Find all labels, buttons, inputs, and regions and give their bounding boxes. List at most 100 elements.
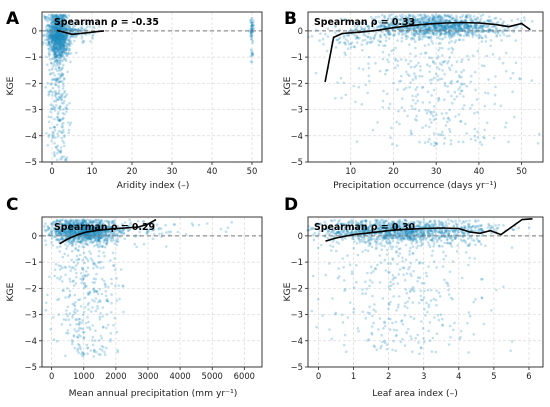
scatter-point [60,32,63,36]
scatter-point [440,239,443,243]
scatter-point [427,140,430,143]
scatter-point [100,277,104,281]
scatter-point [396,39,399,42]
scatter-point [50,36,54,40]
scatter-point [54,20,58,24]
scatter-point [50,35,53,39]
scatter-point [458,16,462,19]
scatter-point [56,78,59,82]
scatter-point [317,298,320,301]
scatter-point [450,51,454,54]
scatter-point [448,68,452,72]
scatter-point [394,349,398,352]
scatter-point [53,268,57,272]
scatter-point [63,252,66,256]
scatter-point [440,112,444,115]
scatter-point [447,41,451,44]
scatter-point [409,59,413,63]
scatter-point [446,120,449,124]
scatter-point [64,57,67,61]
scatter-point [60,38,64,41]
scatter-point [50,17,54,21]
scatter-point [54,42,57,45]
scatter-point [75,275,78,279]
scatter-point [394,320,398,324]
scatter-point [501,22,505,25]
scatter-point [471,33,475,37]
scatter-point [110,232,114,236]
scatter-point [165,231,168,234]
scatter-point [68,289,72,293]
scatter-point [60,98,63,102]
scatter-point [103,254,106,258]
scatter-point [118,297,121,301]
scatter-point [51,90,55,94]
scatter-point [445,18,449,22]
scatter-point [510,19,513,22]
scatter-point [50,67,54,71]
scatter-point [459,27,463,30]
scatter-point [55,40,58,43]
scatter-point [489,19,492,22]
scatter-point [59,17,63,20]
scatter-point [54,41,58,44]
scatter-point [364,280,367,284]
scatter-point [417,109,421,113]
scatter-point [70,258,73,262]
x-tick-label: 3000 [137,371,158,381]
scatter-point [438,19,442,23]
scatter-point [74,318,77,321]
scatter-point [414,118,417,121]
scatter-point [355,41,359,44]
scatter-point [387,106,391,110]
scatter-point [50,24,53,28]
scatter-point [54,35,58,39]
scatter-point [96,292,100,296]
scatter-point [45,35,49,38]
scatter-point [53,126,56,129]
scatter-point [55,123,59,127]
scatter-point [62,43,65,46]
scatter-point [493,17,496,20]
scatter-point [523,16,526,19]
scatter-point [454,27,458,30]
scatter-point [473,70,477,74]
scatter-point [224,230,228,233]
scatter-point [55,15,58,18]
scatter-point [417,13,420,17]
scatter-point [367,62,370,65]
scatter-point [53,54,57,57]
scatter-point [62,34,65,37]
scatter-point [113,316,117,320]
scatter-point [310,35,314,38]
scatter-point [58,24,62,28]
scatter-point [440,130,444,134]
scatter-point [458,38,462,41]
y-tick-label: −4 [291,131,303,141]
scatter-point [47,28,50,31]
scatter-point [396,64,400,67]
scatter-point [389,136,392,139]
scatter-point [51,42,55,45]
scatter-point [64,13,67,17]
scatter-point [64,27,68,31]
x-tick-label: 20 [388,166,399,176]
scatter-point [45,63,49,66]
scatter-point [102,238,106,242]
scatter-point [427,43,431,46]
scatter-point [105,236,108,240]
scatter-point [77,249,80,252]
scatter-point [59,150,62,153]
scatter-point [152,233,156,236]
scatter-point [55,58,58,62]
scatter-point [63,39,66,42]
scatter-point [411,94,414,98]
scatter-point [451,101,454,105]
scatter-point [312,238,316,242]
scatter-point [135,245,138,249]
scatter-point [62,33,66,36]
scatter-point [439,133,443,136]
scatter-point [57,39,61,42]
scatter-point [54,37,57,40]
scatter-point [102,251,105,254]
